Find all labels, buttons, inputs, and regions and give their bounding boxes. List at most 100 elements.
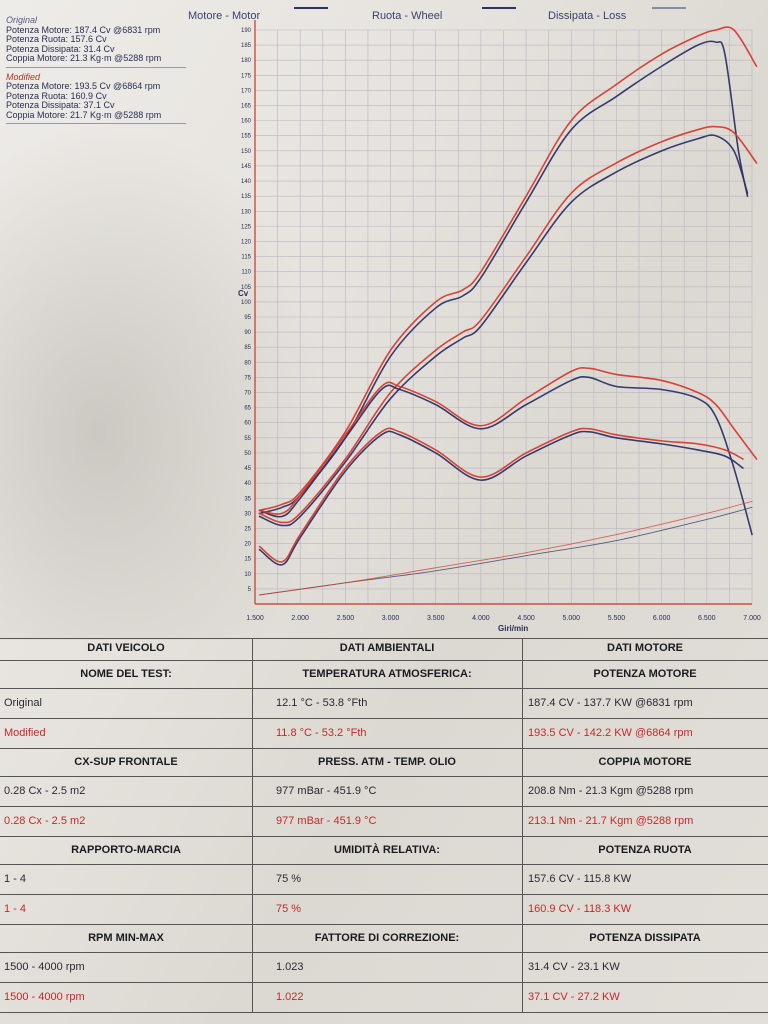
value-original: 208.8 Nm - 21.3 Kgm @5288 rpm <box>528 785 694 797</box>
modified-header: Modified <box>6 71 41 82</box>
series-coppia-ruota-original <box>258 430 744 566</box>
table-rule <box>0 718 768 719</box>
x-tick-label: 7.000 <box>743 615 761 622</box>
y-axis-label: Cv <box>238 289 249 298</box>
y-tick-label: 100 <box>241 300 252 306</box>
section-title: POTENZA MOTORE <box>593 668 697 680</box>
table-rule <box>0 806 768 807</box>
y-tick-label: 175 <box>241 73 252 79</box>
x-tick-label: 2.500 <box>337 615 355 622</box>
value-original: 1.023 <box>276 961 304 973</box>
y-tick-label: 80 <box>244 360 251 366</box>
column-divider <box>252 638 253 1012</box>
y-tick-label: 10 <box>244 572 251 578</box>
value-original: 977 mBar - 451.9 °C <box>276 785 377 797</box>
column-header: DATI VEICOLO <box>87 642 165 654</box>
value-original: 12.1 °C - 53.8 °Fth <box>276 697 368 709</box>
y-tick-label: 145 <box>241 164 252 170</box>
data-table: DATI VEICOLO DATI AMBIENTALI DATI MOTORE NO… <box>0 636 768 1013</box>
y-tick-label: 65 <box>244 406 251 412</box>
series-coppia-motore-modified <box>258 366 758 515</box>
value-original: 75 % <box>276 873 302 885</box>
y-tick-label: 40 <box>244 481 251 487</box>
x-tick-label: 5.000 <box>563 615 581 622</box>
legend-motor-swatch <box>294 7 328 9</box>
table-rule <box>0 660 768 661</box>
y-tick-label: 55 <box>244 436 251 442</box>
legend-wheel-swatch <box>482 7 516 9</box>
value-modified: 977 mBar - 451.9 °C <box>276 815 377 827</box>
table-rule <box>0 748 768 749</box>
y-tick-label: 110 <box>241 270 251 276</box>
y-tick-label: 160 <box>241 119 252 125</box>
y-tick-label: 60 <box>244 421 251 427</box>
x-tick-label: 6.000 <box>653 615 671 622</box>
x-tick-label: 4.000 <box>472 615 490 622</box>
value-modified: 37.1 CV - 27.2 KW <box>528 991 620 1003</box>
value-modified: 193.5 CV - 142.2 KW @6864 rpm <box>528 727 693 739</box>
chart-ticks: 5 10 15 20 25 30 35 40 45 50 55 60 65 70 75 80 85 90 95 100… <box>241 28 761 622</box>
table-rule <box>0 688 768 689</box>
x-tick-label: 3.500 <box>427 615 445 622</box>
table-rule <box>0 836 768 837</box>
chart-grid <box>254 29 753 604</box>
value-modified: 213.1 Nm - 21.7 Kgm @5288 rpm <box>528 815 694 827</box>
value-original: 187.4 CV - 137.7 KW @6831 rpm <box>528 697 693 709</box>
y-tick-label: 170 <box>241 88 252 94</box>
table-rule <box>0 982 768 983</box>
series-dissipata-loss-modified <box>259 500 753 596</box>
x-tick-label: 6.500 <box>698 615 716 622</box>
y-tick-label: 25 <box>244 526 251 532</box>
chart-axes <box>254 20 752 605</box>
series-coppia-motore-original <box>258 375 753 536</box>
y-tick-label: 185 <box>241 43 252 49</box>
modified-line: Potenza Ruota: 160.9 Cv <box>6 90 107 101</box>
table-rule <box>0 952 768 953</box>
original-line: Potenza Ruota: 157.6 Cv <box>6 34 107 44</box>
section-title: UMIDITÀ RELATIVA: <box>334 844 440 856</box>
y-tick-label: 120 <box>241 239 252 245</box>
section-title: TEMPERATURA ATMOSFERICA: <box>302 668 472 680</box>
y-tick-label: 125 <box>241 224 252 230</box>
x-tick-label: 4.500 <box>517 615 535 622</box>
y-tick-label: 140 <box>241 179 252 185</box>
dyno-chart: 5 10 15 20 25 30 35 40 45 50 55 60 65 70 75 80 85 90 95 100… <box>238 20 761 633</box>
table-rule <box>0 864 768 865</box>
table-rule <box>0 894 768 895</box>
y-tick-label: 180 <box>241 58 252 64</box>
value-modified: 1.022 <box>276 991 304 1003</box>
column-header: DATI AMBIENTALI <box>339 642 435 654</box>
y-tick-label: 45 <box>244 466 251 472</box>
y-tick-label: 150 <box>241 149 252 155</box>
modified-line: Coppia Motore: 21.7 Kg·m @5288 rpm <box>6 109 162 120</box>
value-original: Original <box>4 697 42 709</box>
table-rule <box>0 776 768 777</box>
value-modified: 160.9 CV - 118.3 KW <box>528 903 632 915</box>
y-tick-label: 30 <box>244 511 251 517</box>
value-original: 0.28 Cx - 2.5 m2 <box>4 785 86 797</box>
section-title: POTENZA RUOTA <box>598 844 692 856</box>
table-rule <box>0 1012 768 1013</box>
value-modified: 0.28 Cx - 2.5 m2 <box>4 815 86 827</box>
y-tick-label: 155 <box>241 134 252 140</box>
y-tick-label: 5 <box>248 587 252 593</box>
results-summary: Original Potenza Motore: 187.4 Cv @6831 … <box>6 15 196 129</box>
chart-legend: Motore - Motor Ruota - Wheel Dissipata -… <box>0 0 768 26</box>
y-tick-label: 95 <box>244 315 251 321</box>
y-tick-label: 130 <box>241 209 252 215</box>
y-tick-label: 75 <box>244 375 251 381</box>
y-tick-label: 135 <box>241 194 252 200</box>
column-header: DATI MOTORE <box>607 642 683 654</box>
value-original: 1500 - 4000 rpm <box>4 961 85 973</box>
value-modified: 1500 - 4000 rpm <box>4 991 85 1003</box>
original-line: Potenza Dissipata: 31.4 Cv <box>6 43 115 54</box>
y-tick-label: 165 <box>241 104 252 110</box>
value-modified: 1 - 4 <box>4 903 27 915</box>
section-title: RPM MIN-MAX <box>88 932 164 944</box>
series-ruota-wheel-original <box>258 134 749 527</box>
x-tick-label: 5.500 <box>608 615 626 622</box>
section-title: NOME DEL TEST: <box>80 668 172 680</box>
divider <box>6 66 186 68</box>
series-ruota-wheel-modified <box>258 125 758 524</box>
